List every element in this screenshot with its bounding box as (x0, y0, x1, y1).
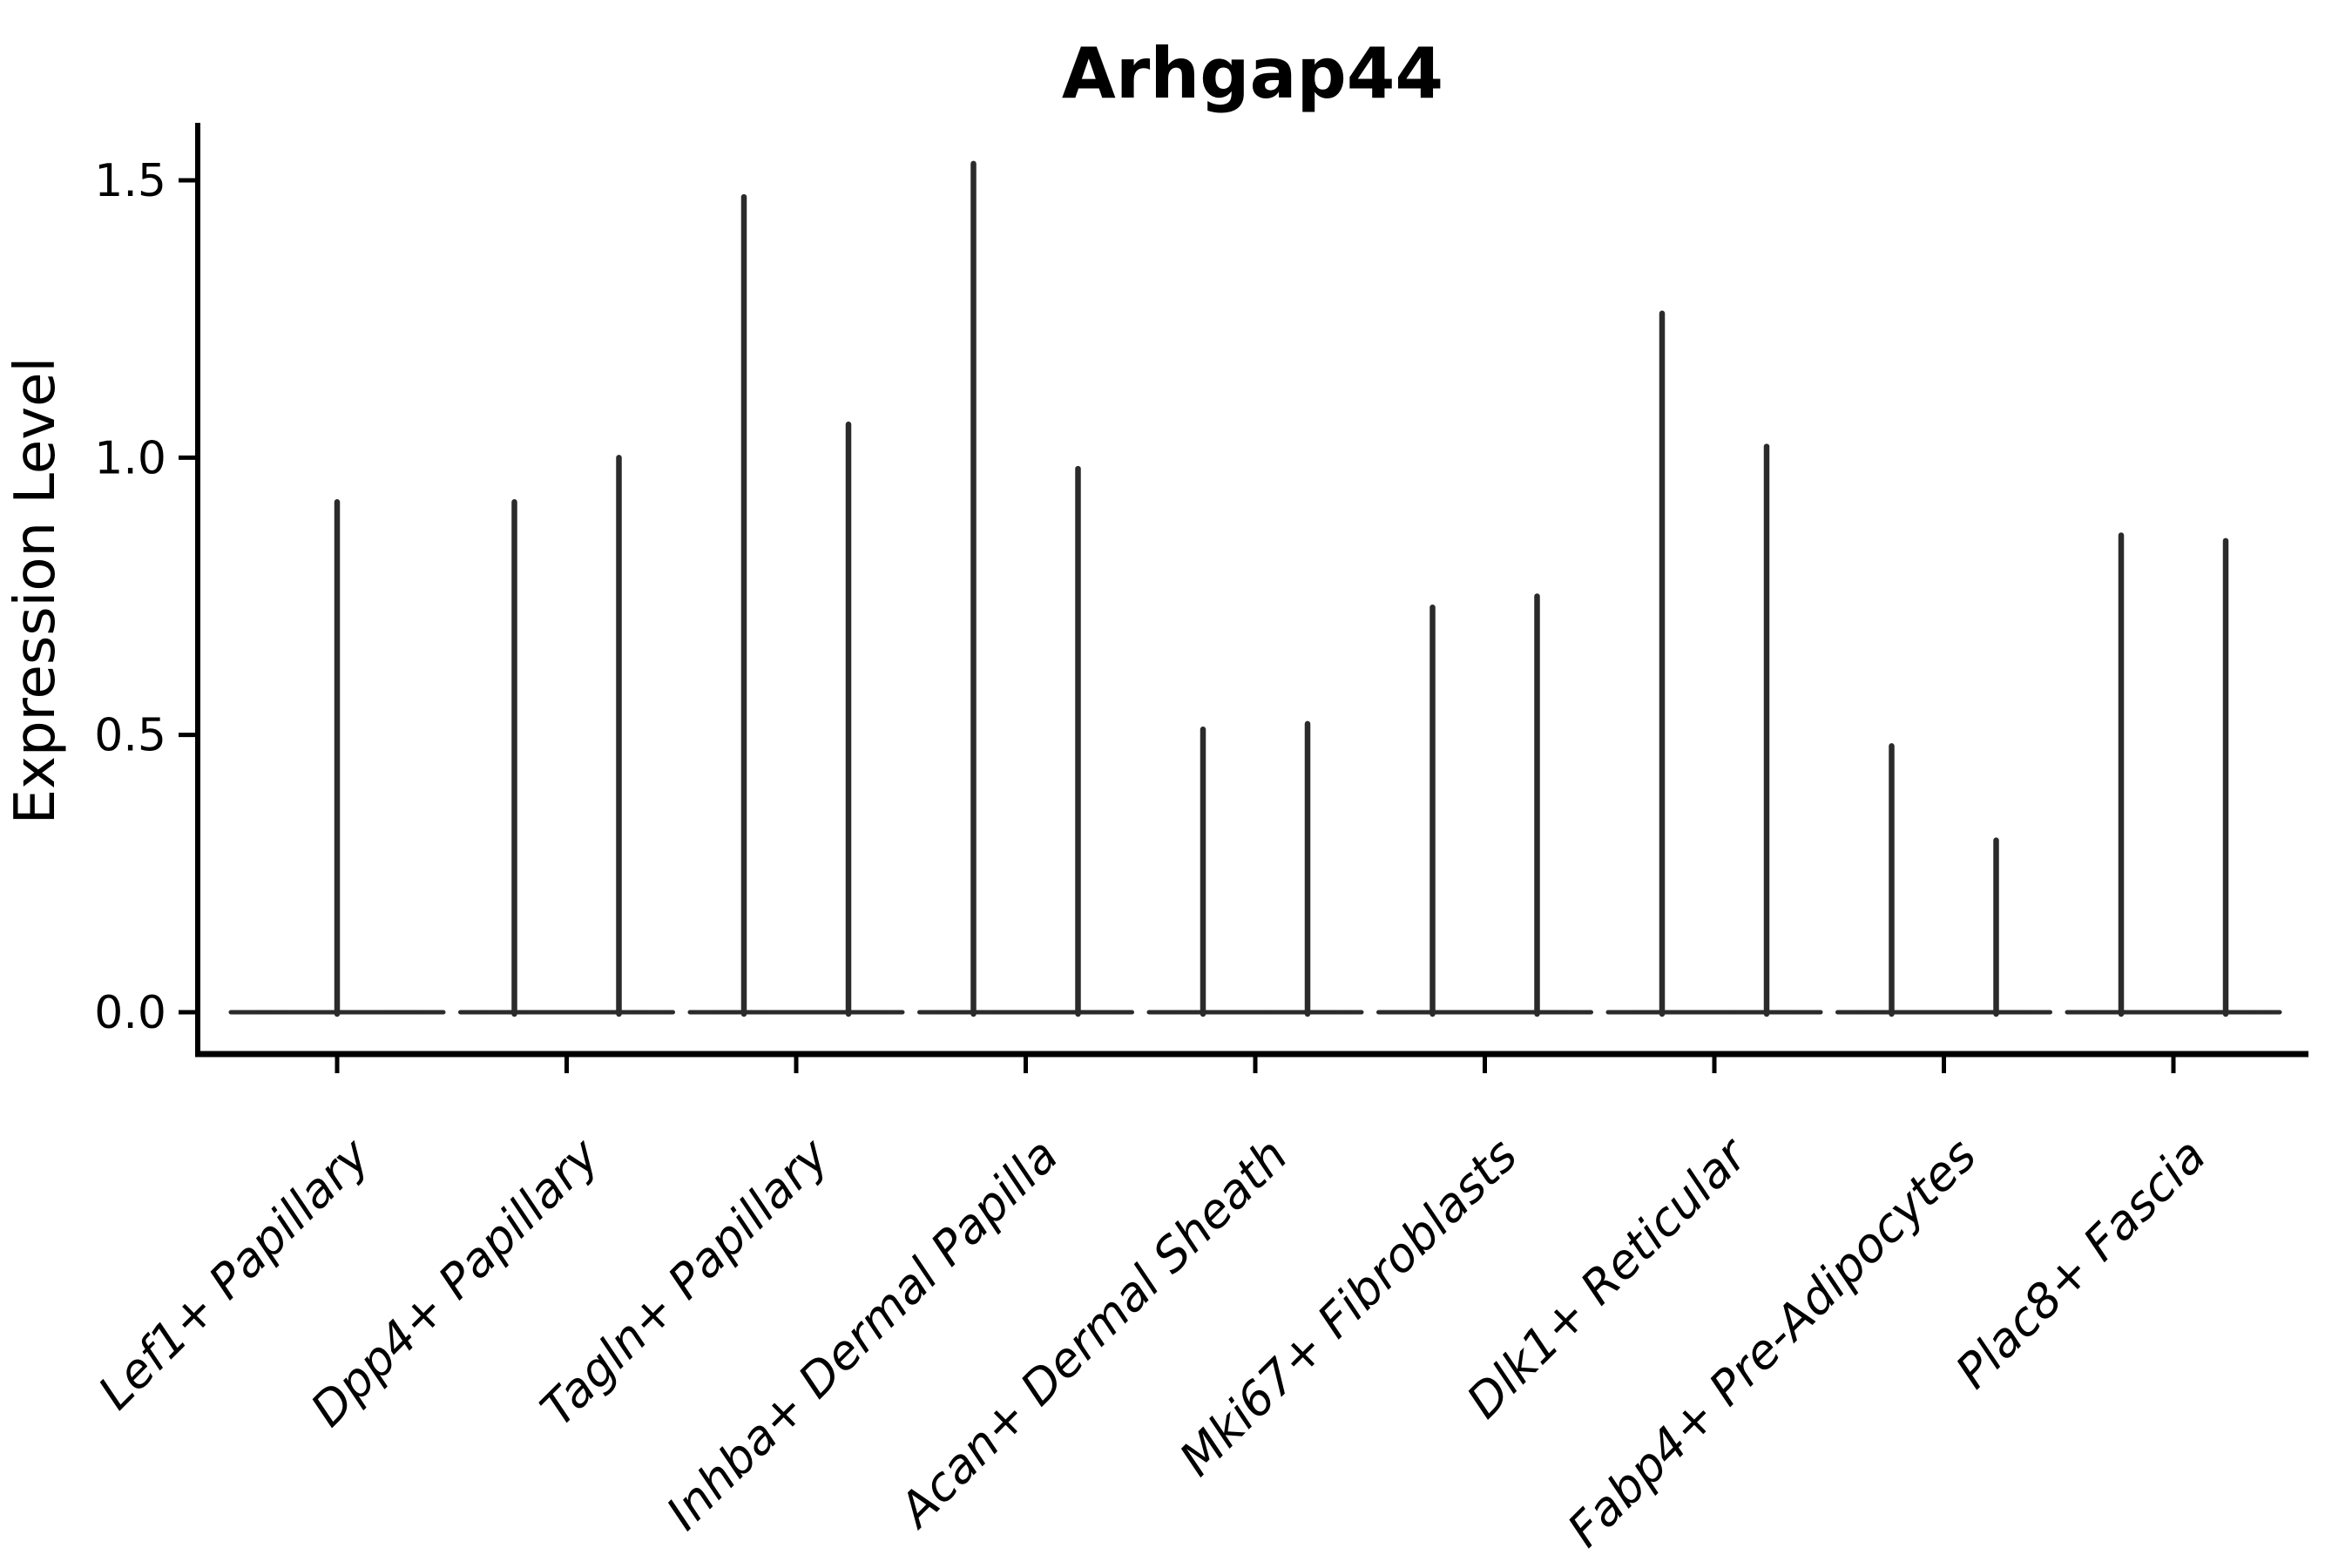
y-tick-label: 0.0 (94, 987, 166, 1039)
y-tick-label: 1.0 (94, 432, 166, 484)
x-tick-label: Inhba+ Dermal Papilla (656, 1128, 1069, 1541)
y-tick-label: 0.5 (94, 710, 166, 762)
violin (1146, 720, 1364, 1017)
violin (1376, 593, 1593, 1017)
y-axis-label: Expression Level (3, 357, 68, 825)
x-tick-label: Acan+ Dermal Sheath (887, 1128, 1298, 1539)
violins-group (228, 160, 2282, 1017)
violin (2065, 532, 2282, 1017)
violin (1835, 743, 2052, 1017)
chart-title: Arhgap44 (1062, 33, 1443, 114)
x-tick-label: Plac8+ Fascia (1945, 1128, 2216, 1399)
violin (917, 160, 1134, 1017)
violin (228, 499, 446, 1017)
violin (458, 455, 675, 1017)
violin (687, 193, 905, 1017)
x-tick-label: Fabp4+ Pre-Adipocytes (1557, 1128, 1986, 1558)
violin (1605, 310, 1823, 1017)
y-tick-label: 1.5 (94, 155, 166, 207)
